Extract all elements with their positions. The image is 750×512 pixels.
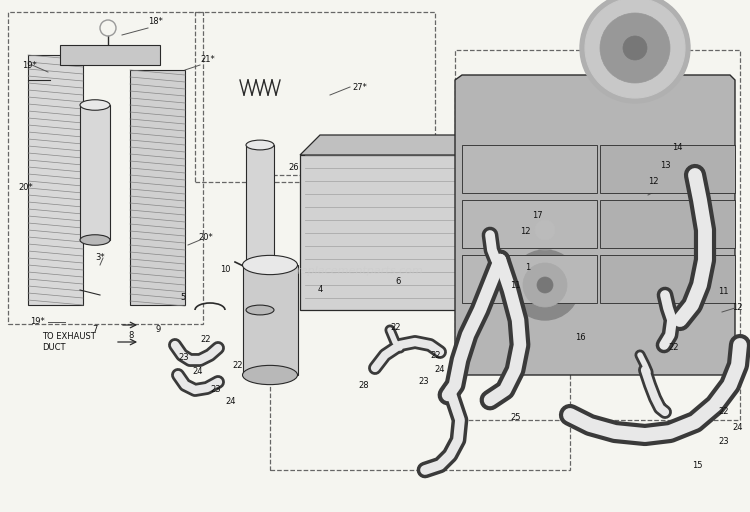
Circle shape [523, 263, 567, 307]
Text: 19*: 19* [30, 317, 45, 327]
Text: 24: 24 [225, 397, 236, 407]
Text: 11: 11 [510, 281, 520, 289]
Text: 27*: 27* [352, 82, 367, 92]
Text: 23: 23 [210, 386, 220, 395]
Circle shape [525, 210, 565, 250]
Bar [60, 45, 160, 65]
Text: 22: 22 [430, 351, 440, 359]
Text: 24: 24 [192, 368, 202, 376]
Bar [600, 200, 735, 248]
Text: 22: 22 [668, 344, 679, 352]
Text: 22: 22 [232, 360, 242, 370]
Text: 22: 22 [718, 408, 728, 416]
Text: 17: 17 [532, 210, 542, 220]
Bar [28, 55, 83, 305]
Text: 8: 8 [128, 331, 133, 339]
Text: 1: 1 [525, 264, 530, 272]
Bar [600, 145, 735, 193]
Text: 15: 15 [692, 460, 703, 470]
Circle shape [600, 13, 670, 83]
Bar [80, 105, 110, 240]
Circle shape [510, 250, 580, 320]
Text: 7: 7 [92, 326, 98, 334]
Text: 10: 10 [220, 266, 230, 274]
Polygon shape [300, 135, 505, 155]
Text: 22: 22 [200, 335, 211, 345]
Text: 23: 23 [178, 353, 189, 362]
Text: 25: 25 [510, 414, 520, 422]
Text: 16: 16 [575, 333, 586, 343]
Text: 5: 5 [180, 293, 185, 303]
Text: 21*: 21* [200, 55, 214, 65]
Bar [195, 12, 435, 182]
Bar [242, 265, 298, 375]
Bar [455, 50, 740, 420]
Text: 6: 6 [395, 278, 400, 287]
Text: 22: 22 [390, 324, 400, 332]
Text: replacementparts.com: replacementparts.com [296, 266, 423, 276]
Text: 12: 12 [648, 178, 658, 186]
Text: 12: 12 [520, 227, 530, 237]
Polygon shape [455, 75, 735, 375]
Circle shape [585, 0, 685, 98]
Text: 18*: 18* [148, 17, 163, 27]
Ellipse shape [242, 255, 298, 274]
Text: 26: 26 [288, 163, 298, 173]
Text: TO EXHAUST
DUCT: TO EXHAUST DUCT [42, 332, 96, 352]
Text: 20*: 20* [198, 233, 213, 243]
Text: 4: 4 [318, 286, 323, 294]
Bar [130, 70, 185, 305]
Circle shape [537, 277, 553, 293]
Bar [462, 200, 597, 248]
Text: 24: 24 [434, 366, 445, 374]
Text: 23: 23 [418, 377, 429, 387]
Ellipse shape [246, 140, 274, 150]
Text: 23: 23 [718, 437, 728, 446]
Bar [270, 175, 570, 470]
Text: 14: 14 [672, 143, 682, 153]
Text: 19*: 19* [22, 60, 37, 70]
Ellipse shape [80, 100, 110, 110]
Bar [462, 255, 597, 303]
Circle shape [535, 220, 555, 240]
Circle shape [580, 0, 690, 103]
Text: 9: 9 [155, 326, 160, 334]
Ellipse shape [80, 234, 110, 245]
Ellipse shape [246, 305, 274, 315]
Ellipse shape [242, 366, 298, 385]
Bar [458, 78, 728, 373]
Bar [300, 155, 485, 310]
Bar [8, 12, 203, 324]
Text: 20*: 20* [18, 183, 33, 193]
Text: 3*: 3* [95, 253, 104, 263]
Text: 11: 11 [718, 288, 728, 296]
Polygon shape [485, 135, 505, 310]
Bar [246, 145, 274, 310]
Text: 13: 13 [660, 160, 670, 169]
Circle shape [623, 36, 647, 60]
Text: 12: 12 [732, 304, 742, 312]
Bar [462, 145, 597, 193]
Bar [600, 255, 735, 303]
Text: 24: 24 [732, 423, 742, 433]
Text: 28: 28 [358, 380, 369, 390]
